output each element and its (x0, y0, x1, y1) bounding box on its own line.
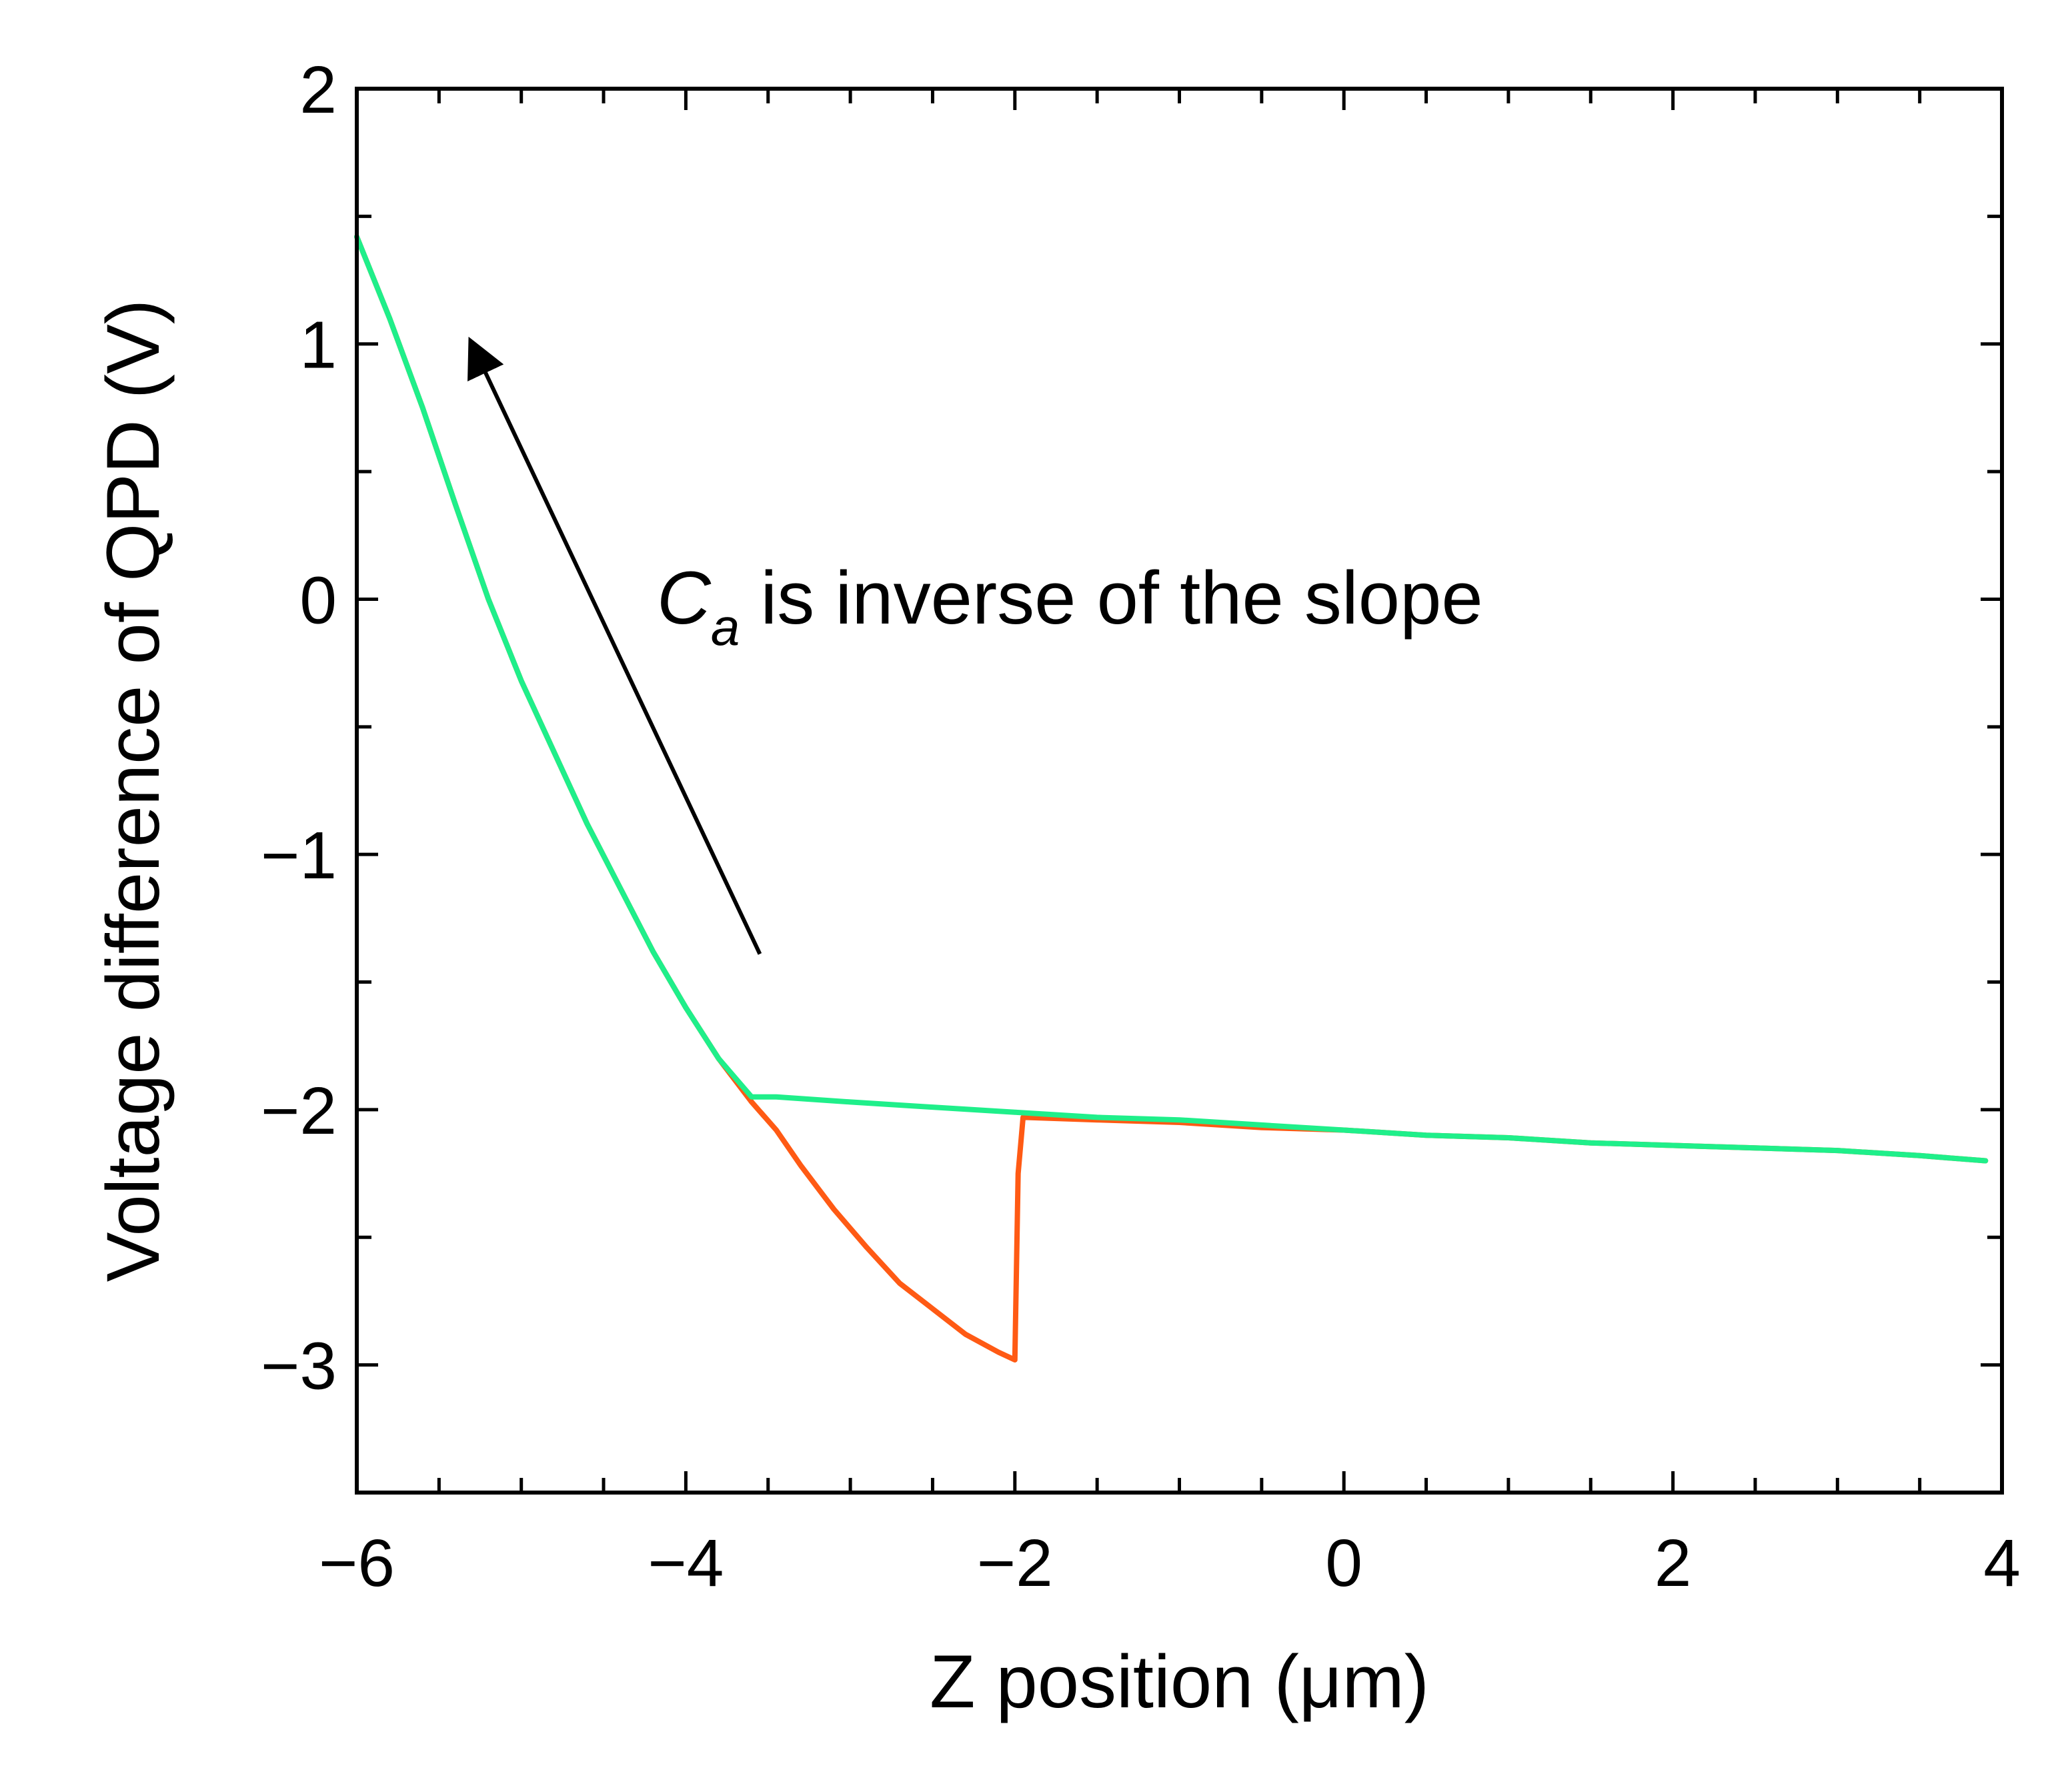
x-tick-label: 0 (1325, 1526, 1362, 1601)
labels-layer: −6 −4 −2 0 2 4 −3 −2 −1 0 1 2 (261, 53, 2021, 1601)
y-tick-label: 1 (299, 308, 337, 383)
series-line-1 (354, 234, 1989, 1363)
y-tick-label: 0 (299, 563, 337, 638)
ticks-layer (355, 87, 2004, 1495)
x-tick-label: 2 (1655, 1526, 1692, 1601)
y-tick-label: −1 (261, 818, 337, 893)
annotation-subscript: a (711, 598, 740, 656)
x-axis-title: Z position (μm) (930, 1640, 1429, 1723)
x-tick-label: −6 (319, 1526, 395, 1601)
annotation-symbol: C (657, 556, 712, 640)
y-tick-label: 2 (299, 53, 337, 127)
slope-arrow (467, 336, 762, 955)
x-tick-label: −2 (977, 1526, 1053, 1601)
y-axis-title: Voltage difference of QPD (V) (91, 299, 175, 1282)
series-layer (354, 234, 1989, 1363)
y-tick-label: −2 (261, 1074, 337, 1148)
x-tick-label: 4 (1983, 1526, 2021, 1601)
series-line-2 (354, 234, 1989, 1164)
slope-annotation: Ca is inverse of the slope (657, 556, 1483, 656)
y-tick-label: −3 (261, 1329, 337, 1404)
x-tick-label: −4 (648, 1526, 724, 1601)
annotation-text: is inverse of the slope (740, 556, 1482, 640)
plot-frame (355, 87, 2004, 1495)
annotation: Ca is inverse of the slope (467, 336, 1483, 955)
